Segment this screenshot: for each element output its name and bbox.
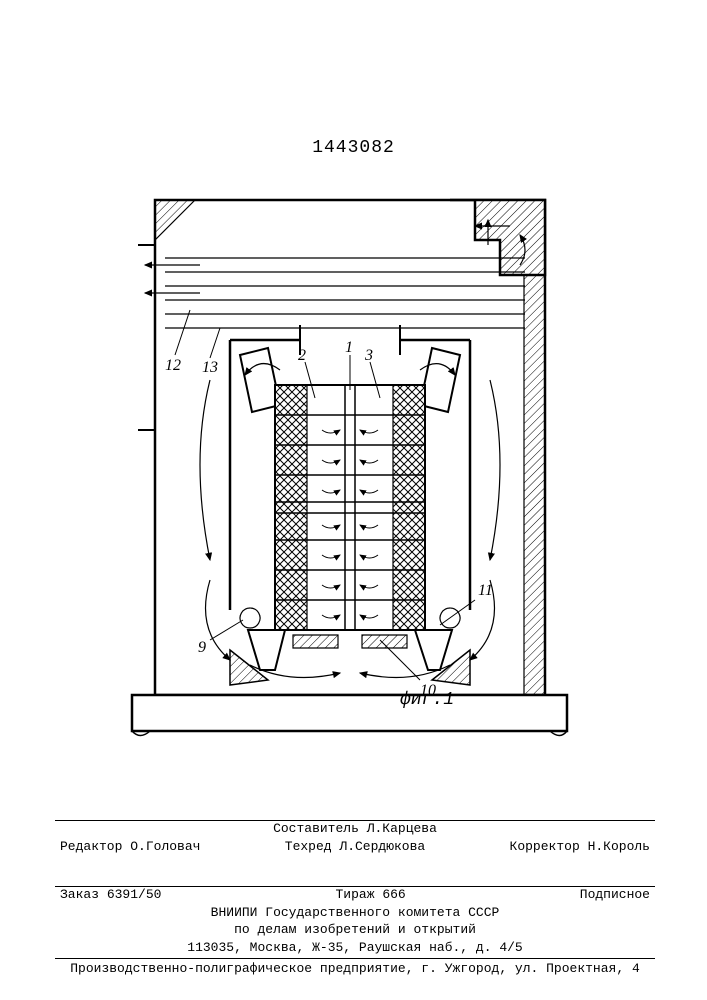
tirage-label: Тираж (335, 887, 374, 902)
tirage-number: 666 (382, 887, 405, 902)
page: 1443082 (0, 0, 707, 1000)
org-line1: ВНИИПИ Государственного комитета СССР (60, 904, 650, 922)
footer-publication: Заказ 6391/50 Тираж 666 Подписное ВНИИПИ… (60, 886, 650, 956)
compiler-name: Л.Карцева (367, 821, 437, 836)
label-9: 9 (198, 639, 206, 656)
label-3: 3 (364, 347, 373, 364)
order-label: Заказ (60, 887, 99, 902)
footer-credits: Составитель Л.Карцева Редактор О.Головач… (60, 820, 650, 855)
label-2: 2 (298, 347, 306, 364)
label-1: 1 (345, 339, 353, 356)
org-address: 113035, Москва, Ж-35, Раушская наб., д. … (60, 939, 650, 957)
compiler-label: Составитель (273, 821, 359, 836)
editor-name: О.Головач (130, 839, 200, 854)
order-number: 6391/50 (107, 887, 162, 902)
org-line2: по делам изобретений и открытий (60, 921, 650, 939)
divider-bottom (55, 958, 655, 959)
techred-label: Техред (285, 839, 332, 854)
editor-label: Редактор (60, 839, 122, 854)
label-11: 11 (478, 582, 493, 599)
figure-diagram: 1 2 3 9 10 11 12 13 (80, 180, 620, 750)
corrector-name: Н.Король (588, 839, 650, 854)
figure-caption: фиг.1 (400, 690, 454, 710)
label-12: 12 (165, 357, 181, 374)
printer-line: Производственно-полиграфическое предприя… (60, 960, 650, 978)
subscription: Подписное (580, 886, 650, 904)
footer-printer: Производственно-полиграфическое предприя… (60, 960, 650, 978)
corrector-label: Корректор (510, 839, 580, 854)
label-13: 13 (202, 359, 218, 376)
patent-number: 1443082 (0, 138, 707, 158)
techred-name: Л.Сердюкова (339, 839, 425, 854)
